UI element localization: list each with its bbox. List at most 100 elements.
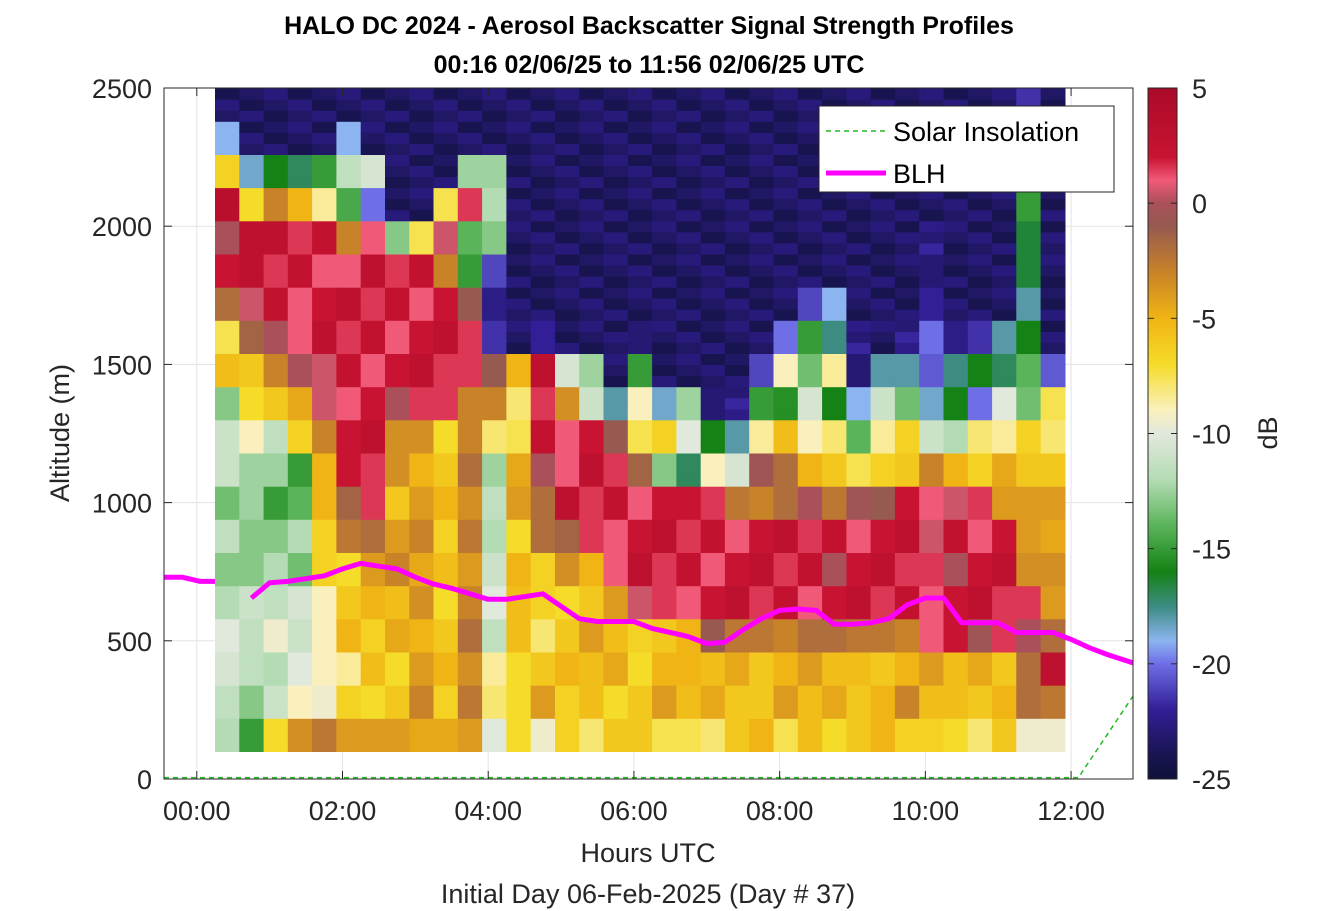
heatmap-cell xyxy=(1040,187,1066,200)
heatmap-cell xyxy=(215,662,240,675)
heatmap-cell xyxy=(652,353,677,365)
heatmap-cell xyxy=(846,331,872,343)
heatmap-cell xyxy=(263,519,289,531)
heatmap-cell xyxy=(919,463,945,476)
heatmap-cell xyxy=(749,132,775,144)
heatmap-cell xyxy=(700,375,726,388)
heatmap-cell xyxy=(457,486,483,498)
heatmap-cell xyxy=(724,618,750,631)
heatmap-cell xyxy=(822,607,847,620)
heatmap-cell xyxy=(506,408,532,421)
heatmap-cell xyxy=(263,651,289,664)
heatmap-cell xyxy=(263,353,289,365)
heatmap-cell xyxy=(1016,242,1042,255)
heatmap-cell xyxy=(797,707,823,719)
heatmap-cell xyxy=(773,441,799,454)
heatmap-cell xyxy=(385,452,410,465)
heatmap-cell xyxy=(215,530,240,542)
heatmap-cell xyxy=(579,242,605,255)
heatmap-cell xyxy=(1016,298,1042,310)
heatmap-cell xyxy=(263,497,289,509)
heatmap-cell xyxy=(385,408,410,421)
x-tick-label: 08:00 xyxy=(746,796,814,826)
heatmap-cell xyxy=(627,375,653,388)
heatmap-cell xyxy=(652,563,677,576)
heatmap-cell xyxy=(870,264,896,277)
heatmap-cell xyxy=(239,309,265,321)
heatmap-cell xyxy=(603,110,629,122)
heatmap-cell xyxy=(457,419,483,432)
heatmap-cell xyxy=(239,596,265,609)
heatmap-cell xyxy=(579,198,605,211)
heatmap-cell xyxy=(336,674,362,686)
heatmap-cell xyxy=(215,121,240,133)
heatmap-cell xyxy=(239,386,265,399)
heatmap-cell xyxy=(797,397,823,410)
heatmap-cell xyxy=(360,530,386,542)
heatmap-cell xyxy=(482,88,507,100)
heatmap-cell xyxy=(652,276,677,288)
heatmap-cell xyxy=(433,508,459,520)
heatmap-cell xyxy=(700,585,726,598)
heatmap-cell xyxy=(773,309,799,321)
heatmap-cell xyxy=(870,662,896,675)
heatmap-cell xyxy=(749,585,775,598)
heatmap-cell xyxy=(846,585,872,598)
heatmap-cell xyxy=(627,685,653,697)
heatmap-cell xyxy=(287,563,313,576)
heatmap-cell xyxy=(287,143,313,155)
heatmap-cell xyxy=(1016,287,1042,299)
colorbar-ticks: 50-5-10-15-20-25 xyxy=(1148,74,1231,795)
heatmap-cell xyxy=(603,475,629,487)
heatmap-cell xyxy=(433,519,459,531)
heatmap-cell xyxy=(506,452,532,465)
heatmap-cell xyxy=(433,729,459,741)
heatmap-cell xyxy=(433,209,459,222)
heatmap-cell xyxy=(530,298,556,310)
heatmap-cell xyxy=(457,253,483,266)
heatmap-cell xyxy=(967,386,993,399)
heatmap-cell xyxy=(724,530,750,542)
heatmap-cell xyxy=(894,331,920,343)
heatmap-cell xyxy=(1040,353,1066,365)
heatmap-cell xyxy=(676,674,702,686)
heatmap-cell xyxy=(1040,430,1066,443)
heatmap-cell xyxy=(239,729,265,741)
heatmap-cell xyxy=(870,441,896,454)
heatmap-cell xyxy=(773,585,799,598)
heatmap-cell xyxy=(215,209,240,222)
heatmap-cell xyxy=(724,596,750,609)
heatmap-cell xyxy=(215,508,240,520)
heatmap-cell xyxy=(385,397,410,410)
heatmap-cell xyxy=(992,309,1017,321)
heatmap-cell xyxy=(1040,629,1066,642)
heatmap-cell xyxy=(579,552,605,565)
heatmap-cell xyxy=(239,231,265,244)
heatmap-cell xyxy=(749,143,775,155)
heatmap-cell xyxy=(239,408,265,421)
heatmap-cell xyxy=(967,718,993,730)
heatmap-cell xyxy=(603,552,629,565)
heatmap-cell xyxy=(1040,596,1066,609)
heatmap-cell xyxy=(1016,430,1042,443)
heatmap-cell xyxy=(700,353,726,365)
heatmap-cell xyxy=(700,563,726,576)
heatmap-cell xyxy=(555,662,580,675)
heatmap-cell xyxy=(992,463,1017,476)
heatmap-cell xyxy=(822,276,847,288)
heatmap-cell xyxy=(846,662,872,675)
heatmap-cell xyxy=(457,198,483,211)
heatmap-cell xyxy=(676,607,702,620)
heatmap-cell xyxy=(263,685,289,697)
heatmap-cell xyxy=(700,629,726,642)
heatmap-cell xyxy=(652,707,677,719)
heatmap-cell xyxy=(555,419,580,432)
heatmap-cell xyxy=(287,198,313,211)
heatmap-cell xyxy=(287,353,313,365)
heatmap-cell xyxy=(239,187,265,200)
heatmap-cell xyxy=(894,386,920,399)
heatmap-cell xyxy=(870,530,896,542)
heatmap-cell xyxy=(652,408,677,421)
heatmap-cell xyxy=(555,121,580,133)
heatmap-cell xyxy=(506,519,532,531)
